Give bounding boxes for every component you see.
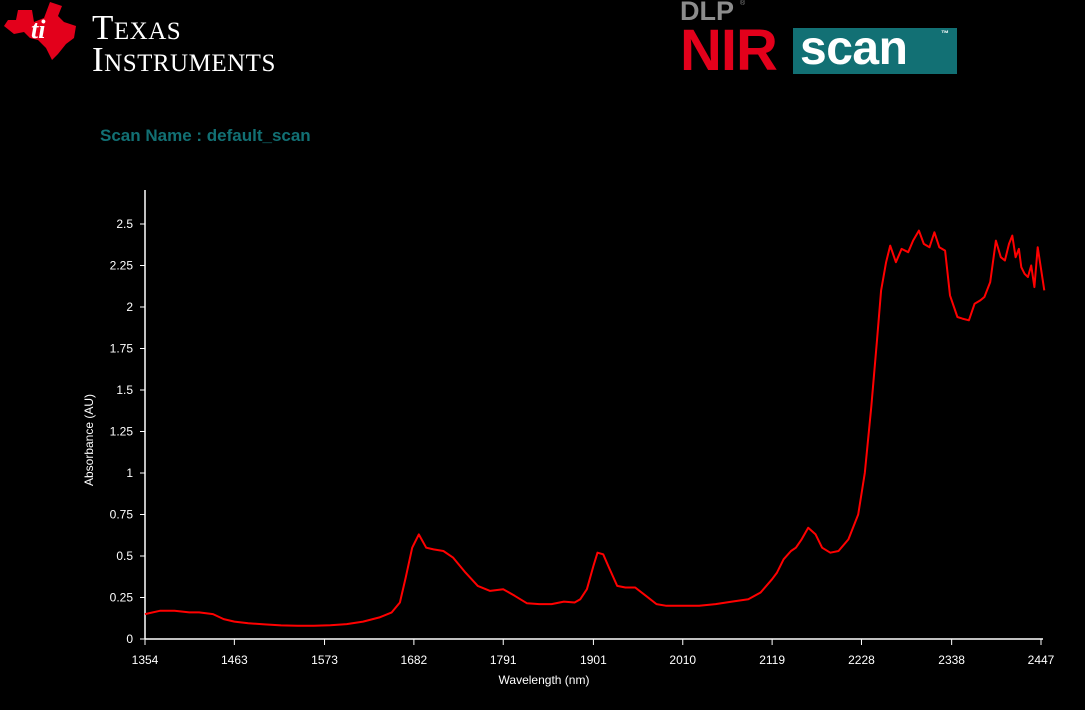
x-tick-label: 1354 (132, 653, 159, 667)
texas-instruments-logo: ti Texas Instruments (4, 2, 334, 80)
x-tick-label: 1901 (580, 653, 607, 667)
y-tick-label: 1 (126, 466, 133, 480)
y-tick-label: 2 (126, 300, 133, 314)
x-axis-ticks: 1354 1463 1573 1682 1791 1901 2010 2119 2228 2338… (132, 639, 1055, 667)
x-tick-label: 1463 (221, 653, 248, 667)
ti-logo-line2: Instruments (92, 40, 276, 79)
trademark-icon: ™ (941, 29, 949, 38)
nir-logo-scan: scan (800, 22, 908, 75)
nir-logo-nir: NIR (680, 18, 778, 83)
dlp-nirscan-logo: DLP ® NIR scan ™ (680, 0, 960, 80)
series-layer (144, 229, 1046, 627)
ti-logo-line1: Texas (92, 8, 182, 47)
registered-mark-icon: ® (740, 0, 746, 7)
y-tick-label: 1.75 (110, 342, 134, 356)
nir-logo-dlp: DLP (680, 0, 734, 26)
x-tick-label: 2119 (759, 653, 785, 667)
ti-state-icon: ti (4, 2, 76, 60)
y-tick-label: 1.25 (110, 425, 134, 439)
svg-text:ti: ti (31, 15, 46, 44)
x-tick-label: 2447 (1028, 653, 1055, 667)
x-tick-label: 1682 (401, 653, 428, 667)
nir-logo-scan-box: scan ™ (793, 24, 957, 74)
y-tick-label: 0.75 (110, 508, 134, 522)
chart-axes (144, 190, 1043, 640)
x-tick-label: 2010 (669, 653, 696, 667)
y-axis-title: Absorbance (AU) (82, 394, 96, 486)
y-tick-label: 1.5 (116, 383, 133, 397)
x-axis-title: Wavelength (nm) (499, 673, 590, 687)
x-tick-label: 1573 (311, 653, 338, 667)
y-tick-label: 0.25 (110, 591, 134, 605)
y-tick-label: 2.5 (116, 217, 133, 231)
x-tick-label: 2228 (848, 653, 875, 667)
y-tick-label: 2.25 (110, 259, 134, 273)
absorbance-series-line (144, 229, 1046, 627)
y-tick-label: 0 (126, 632, 133, 646)
y-tick-label: 0.5 (116, 549, 133, 563)
y-axis-ticks: 0 0.25 0.5 0.75 1 1.25 1.5 1.75 2 2.25 2.5 (110, 217, 145, 646)
x-tick-label: 2338 (938, 653, 965, 667)
scan-name-label: Scan Name : default_scan (100, 126, 311, 145)
x-tick-label: 1791 (490, 653, 517, 667)
